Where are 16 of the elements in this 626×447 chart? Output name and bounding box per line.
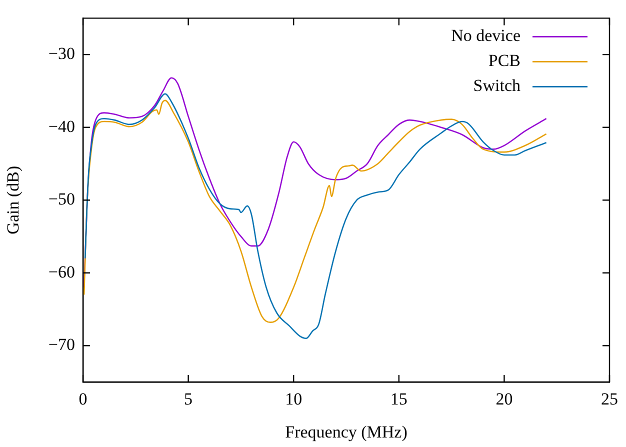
x-axis-title: Frequency (MHz) — [285, 422, 408, 442]
y-axis-title: Gain (dB) — [4, 166, 23, 234]
x-tick-label: 10 — [285, 390, 302, 409]
legend-label: Switch — [473, 76, 521, 96]
y-tick-label: −30 — [48, 44, 75, 64]
y-tick-label: −40 — [48, 116, 75, 136]
y-tick-label: −50 — [48, 190, 75, 209]
x-tick-label: 5 — [184, 390, 193, 409]
y-tick-label: −70 — [48, 335, 75, 354]
legend-label: No device — [451, 26, 520, 46]
legend-label: PCB — [488, 51, 520, 70]
x-tick-label: 20 — [496, 390, 513, 409]
y-tick-label: −60 — [48, 262, 75, 282]
x-tick-label: 25 — [601, 390, 618, 409]
x-tick-label: 0 — [78, 390, 88, 409]
x-tick-label: 15 — [390, 390, 408, 409]
